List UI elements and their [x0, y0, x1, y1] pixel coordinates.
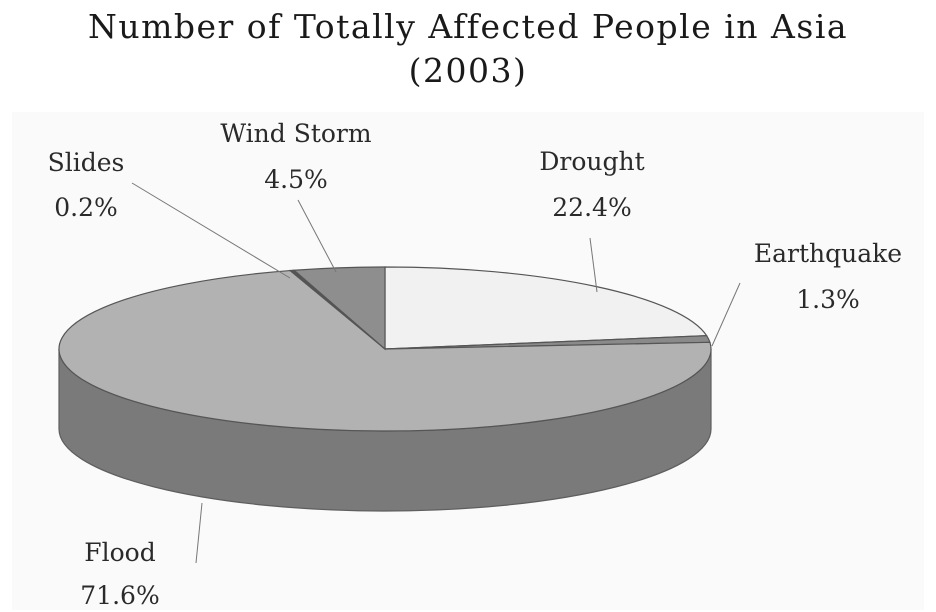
- leader-line-earthquake: [711, 282, 741, 347]
- chart-title: Number of Totally Affected People in Asi…: [87, 7, 849, 46]
- slice-value-drought: 22.4%: [552, 193, 631, 222]
- chart-subtitle: (2003): [408, 51, 528, 90]
- leader-line-slides: [131, 182, 291, 279]
- slice-label-earthquake: Earthquake: [754, 239, 902, 268]
- leader-lines: [131, 182, 741, 564]
- slice-label-flood: Flood: [84, 538, 155, 567]
- pie-slices: [58, 266, 712, 432]
- slice-value-earthquake: 1.3%: [796, 285, 860, 314]
- slice-label-wind-storm: Wind Storm: [220, 119, 371, 148]
- slice-value-wind-storm: 4.5%: [264, 165, 328, 194]
- slice-value-slides: 0.2%: [54, 193, 118, 222]
- leader-line-flood: [195, 502, 203, 564]
- leader-line-drought: [589, 237, 598, 293]
- slice-flood: [58, 269, 712, 432]
- slice-label-slides: Slides: [48, 148, 125, 177]
- slice-wind-storm: [292, 266, 386, 351]
- slice-labels: Drought 22.4% Earthquake 1.3% Flood 71.6% Slid…: [48, 119, 902, 610]
- slice-label-drought: Drought: [539, 147, 644, 176]
- slice-value-flood: 71.6%: [80, 581, 159, 610]
- leader-line-wind-storm: [297, 199, 337, 273]
